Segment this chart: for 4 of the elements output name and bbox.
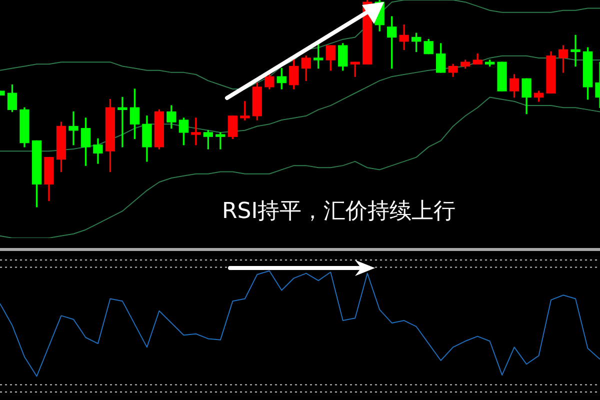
annotation: RSI持平，汇价持续上行 xyxy=(222,198,456,226)
candlestick xyxy=(68,111,78,146)
candlestick xyxy=(118,96,128,148)
candlestick xyxy=(570,34,580,67)
